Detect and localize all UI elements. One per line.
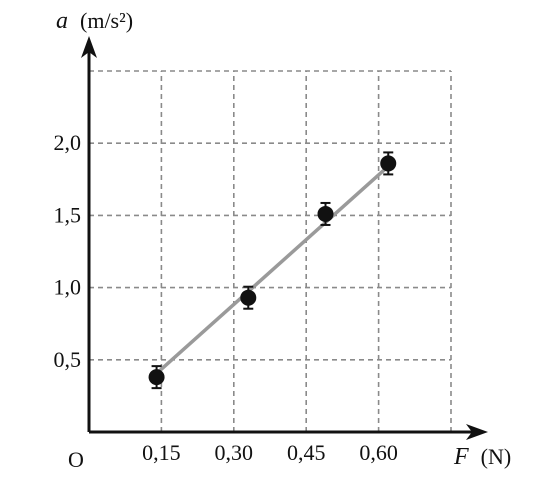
axis-labels: O a (m/s²) F (N) 0,15 0,30 0,45 0,60 0,5 1,0 1… [54,8,512,472]
data-points [148,151,397,390]
origin-label: O [68,447,84,472]
x-axis-title: F (N) [453,444,511,470]
y-axis-unit: (m/s²) [80,8,133,33]
x-tick-label-3: 0,60 [359,440,398,465]
fit-line-group [157,164,390,373]
x-axis-symbol: F [453,444,469,470]
x-axis-arrowhead [466,424,488,440]
x-tick-label-1: 0,30 [215,440,254,465]
y-axis-symbol: a [56,8,68,34]
fit-line [157,164,390,373]
data-point-1 [240,289,257,306]
axes [81,36,488,440]
data-point-3 [380,155,397,172]
y-axis-title: a (m/s²) [56,8,133,34]
grid [89,70,452,432]
x-tick-label-2: 0,45 [287,440,326,465]
data-point-0 [148,369,165,386]
y-tick-label-1: 1,0 [54,275,82,300]
data-point-2 [317,205,334,222]
y-tick-label-0: 0,5 [54,347,82,372]
y-tick-label-3: 2,0 [54,130,82,155]
x-axis-unit: (N) [481,444,512,469]
y-axis-arrowhead [81,36,97,58]
x-tick-label-0: 0,15 [142,440,181,465]
y-tick-label-2: 1,5 [54,202,82,227]
